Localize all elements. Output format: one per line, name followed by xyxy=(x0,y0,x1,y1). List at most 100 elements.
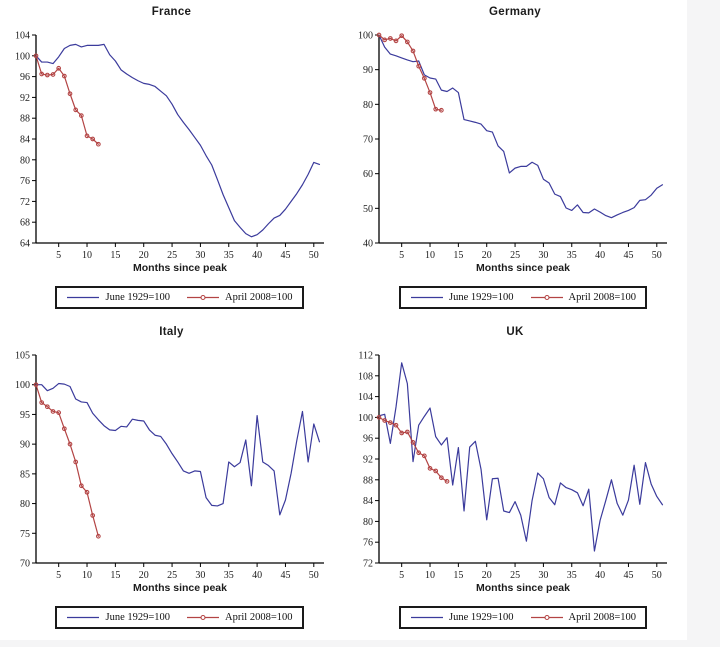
legend-label-1929: June 1929=100 xyxy=(448,611,514,623)
legend-italy: June 1929=100 April 2008=100 xyxy=(55,606,304,629)
swatch-marker xyxy=(200,614,206,620)
y-tick-label: 50 xyxy=(363,204,373,215)
line-swatch-1929-icon xyxy=(67,296,100,298)
y-tick-label: 84 xyxy=(20,135,30,146)
y-tick-label: 76 xyxy=(20,176,30,187)
data-marker xyxy=(95,533,101,539)
series-line-1929 xyxy=(34,382,320,516)
plot-area-italy: 70 75 80 85 90 95 100 105 5 10 15 20 25 30 35 40 45 50 Mon… xyxy=(15,351,324,594)
y-tick-label: 70 xyxy=(363,135,373,146)
chart-panel-italy: Italy 70 75 80 85 90 95 100 105 5 10 15 20 25 30 35 40 4… xyxy=(0,320,343,640)
data-marker xyxy=(50,72,55,77)
y-tick-label: 88 xyxy=(20,114,30,125)
x-tick-label: 25 xyxy=(167,570,177,581)
y-tick-label: 40 xyxy=(363,239,373,250)
data-marker xyxy=(376,32,382,38)
y-tick-label: 68 xyxy=(20,218,30,229)
legend-label-2008: April 2008=100 xyxy=(568,611,636,623)
charts-grid: France 64 68 72 76 80 84 88 92 96 100 104 5 10 15 20 25… xyxy=(0,0,687,640)
y-tick-label: 96 xyxy=(20,72,30,83)
x-tick-label: 40 xyxy=(252,570,262,581)
data-marker xyxy=(382,37,388,43)
series-line-1929 xyxy=(34,43,320,238)
data-marker xyxy=(67,441,72,447)
legend-entry-2008: April 2008=100 xyxy=(530,292,636,303)
x-tick-label: 10 xyxy=(425,570,435,581)
x-tick-label: 10 xyxy=(82,250,92,261)
y-tick-label: 90 xyxy=(20,440,30,451)
line-swatch-2008-icon xyxy=(187,294,220,300)
y-tick-label: 80 xyxy=(363,100,373,111)
line-swatch-1929-icon xyxy=(410,296,443,298)
y-tick-label: 84 xyxy=(363,496,373,507)
data-marker xyxy=(444,479,450,484)
x-tick-label: 5 xyxy=(399,250,404,261)
data-marker xyxy=(95,141,101,147)
x-axis-label: Months since peak xyxy=(476,582,570,594)
data-marker xyxy=(55,410,61,415)
y-tick-label: 104 xyxy=(358,392,373,403)
data-marker xyxy=(422,453,427,459)
x-axis-label: Months since peak xyxy=(476,262,570,274)
data-marker xyxy=(387,36,393,41)
y-tick-label: 112 xyxy=(358,351,373,362)
legend-entry-1929: June 1929=100 xyxy=(410,612,514,623)
y-tick-label: 72 xyxy=(363,559,373,570)
x-tick-label: 50 xyxy=(652,570,662,581)
series-line-1929 xyxy=(378,362,664,552)
data-marker xyxy=(399,33,405,39)
x-tick-label: 5 xyxy=(56,570,61,581)
swatch-marker xyxy=(200,294,206,300)
data-marker xyxy=(72,107,78,113)
data-marker xyxy=(433,468,439,474)
data-marker xyxy=(376,415,382,420)
x-tick-label: 10 xyxy=(425,250,435,261)
data-marker xyxy=(84,133,89,139)
legend-entry-1929: June 1929=100 xyxy=(66,612,170,623)
legend-entry-1929: June 1929=100 xyxy=(410,292,514,303)
x-tick-label: 30 xyxy=(538,250,548,261)
y-tick-label: 100 xyxy=(15,380,30,391)
chart-panel-germany: Germany 40 50 60 70 80 90 100 5 10 15 20 25 30 35 40 45… xyxy=(343,0,687,320)
x-tick-label: 40 xyxy=(252,250,262,261)
series-line-2008 xyxy=(34,384,99,537)
y-tick-label: 104 xyxy=(15,31,30,42)
data-marker xyxy=(427,90,433,95)
y-tick-label: 100 xyxy=(358,31,373,42)
chart-panel-france: France 64 68 72 76 80 84 88 92 96 100 104 5 10 15 20 25… xyxy=(0,0,343,320)
y-tick-label: 80 xyxy=(363,517,373,528)
y-tick-label: 105 xyxy=(15,351,30,362)
series-line-2008 xyxy=(378,416,448,482)
y-tick-label: 76 xyxy=(363,538,373,549)
x-tick-label: 35 xyxy=(223,250,233,261)
x-tick-label: 50 xyxy=(308,570,318,581)
y-tick-label: 64 xyxy=(20,239,30,250)
swatch-marker xyxy=(543,294,550,300)
x-tick-label: 15 xyxy=(110,570,120,581)
data-marker xyxy=(382,418,388,423)
data-marker xyxy=(427,466,433,471)
legend-label-1929: June 1929=100 xyxy=(448,291,514,303)
chart-title-uk: UK xyxy=(506,326,524,338)
plot-area-france: 64 68 72 76 80 84 88 92 96 100 104 5 10 15 20 25 30 35 40 4… xyxy=(15,31,324,274)
y-tick-label: 80 xyxy=(20,155,30,166)
data-marker xyxy=(84,489,89,495)
x-tick-label: 15 xyxy=(110,250,120,261)
data-marker xyxy=(38,71,44,77)
x-tick-label: 45 xyxy=(623,570,633,581)
x-tick-label: 20 xyxy=(138,570,148,581)
right-gutter xyxy=(687,0,720,647)
x-tick-label: 30 xyxy=(195,570,205,581)
legend-label-2008: April 2008=100 xyxy=(568,291,636,303)
data-marker xyxy=(78,483,84,489)
y-tick-label: 80 xyxy=(20,499,30,510)
legend-label-2008: April 2008=100 xyxy=(225,611,293,623)
data-marker xyxy=(422,75,427,81)
data-marker xyxy=(44,72,50,78)
y-tick-label: 96 xyxy=(363,434,373,445)
x-tick-label: 25 xyxy=(510,570,520,581)
x-tick-label: 25 xyxy=(510,250,520,261)
line-swatch-2008-icon xyxy=(187,614,220,620)
legend-germany: June 1929=100 April 2008=100 xyxy=(398,286,647,309)
y-tick-label: 108 xyxy=(358,371,373,382)
